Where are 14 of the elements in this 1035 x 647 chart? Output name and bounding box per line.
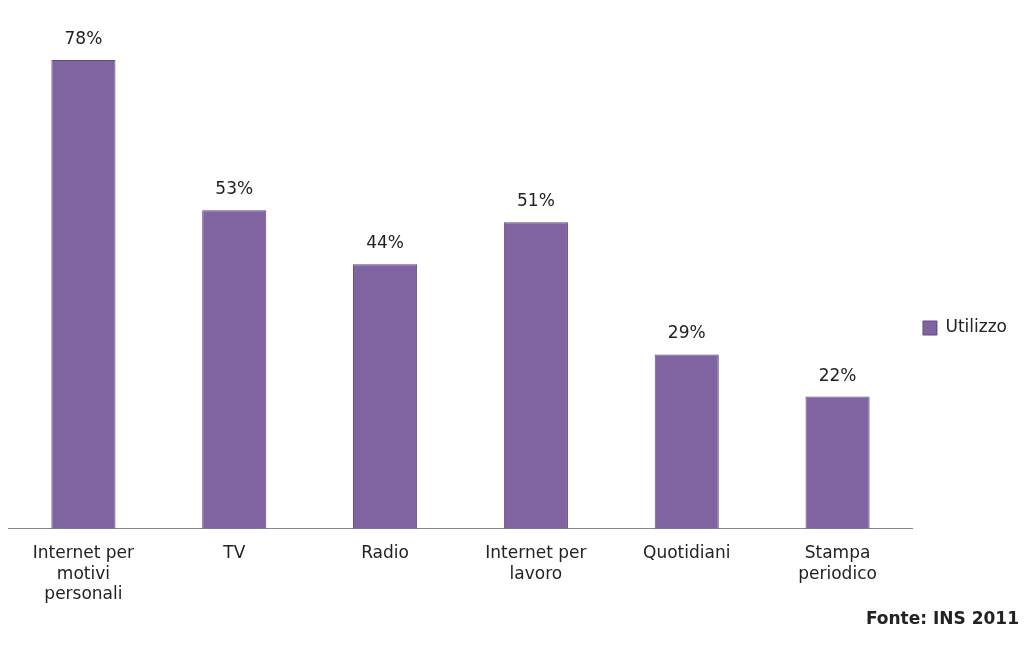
source-note: Fonte: INS 2011 bbox=[864, 608, 1020, 628]
data-label: 53% bbox=[215, 178, 254, 199]
x-tick-label: Internet per motivi personali bbox=[32, 542, 134, 604]
x-tick-label: Stampa periodico bbox=[798, 542, 877, 583]
data-label: 22% bbox=[818, 364, 857, 385]
data-label: 29% bbox=[667, 322, 706, 343]
data-label: 44% bbox=[366, 232, 404, 253]
legend-label: Utilizzo bbox=[945, 316, 1008, 337]
x-tick-label: Radio bbox=[361, 542, 409, 563]
x-tick-label: Internet per lavoro bbox=[485, 542, 587, 583]
x-tick-label: Quotidiani bbox=[643, 542, 731, 563]
data-label: 78% bbox=[64, 27, 103, 48]
data-label: 51% bbox=[517, 190, 555, 211]
x-tick-label: TV bbox=[222, 542, 246, 563]
